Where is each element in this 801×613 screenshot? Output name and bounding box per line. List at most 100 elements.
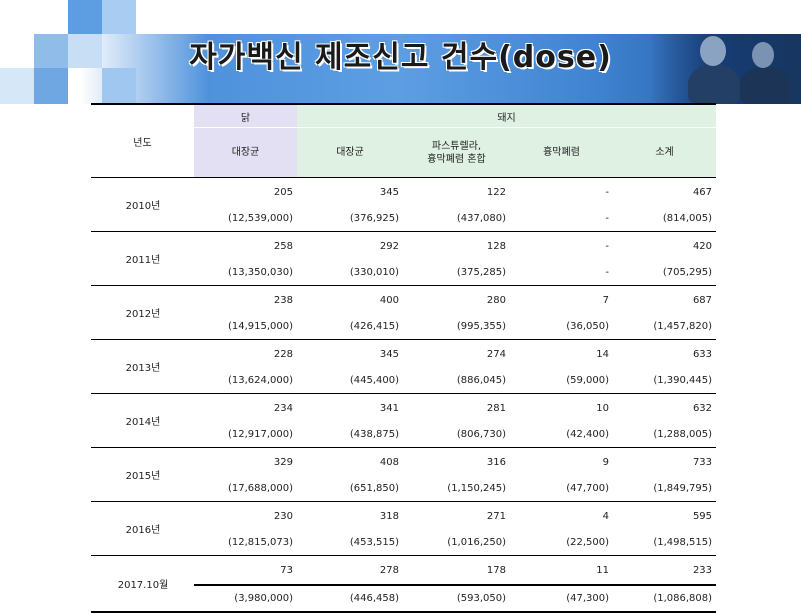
table-row: 2013년 228 345 274 14 633: [91, 339, 716, 394]
count-cell: 281: [486, 402, 506, 414]
table-row: (12,539,000) (376,925) (437,080) - (814,005): [91, 206, 717, 232]
dose-cell: (47,300): [510, 585, 613, 613]
table-row: 2010년 205 345 122-467: [91, 177, 716, 232]
pig-group-header: 돼지: [297, 105, 717, 128]
table-row: (12,815,073) (453,515) (1,016,250) (22,500)…: [91, 530, 717, 556]
count-cell: 345: [379, 186, 399, 198]
count-cell: 733: [692, 456, 713, 468]
dose-cell: (1,457,820): [613, 314, 717, 340]
table-row: 2016년 230 318 271 4 595: [91, 501, 716, 556]
count-cell: 274: [486, 348, 506, 360]
count-cell: 345: [379, 348, 399, 360]
dose-cell: (426,415): [297, 314, 403, 340]
year-cell: 2016년: [91, 501, 194, 556]
table-row: 2014년 234 341 281 10 632: [91, 393, 716, 448]
count-cell: 271: [486, 510, 506, 522]
year-cell: 2014년: [91, 393, 194, 448]
count-cell: 4: [602, 510, 609, 522]
decor-square: [102, 0, 136, 34]
year-cell: 2010년: [91, 177, 194, 232]
table-row: (13,624,000) (445,400) (886,045) (59,000) (1…: [91, 368, 717, 394]
year-cell: 2011년: [91, 231, 194, 286]
table-row: 2012년 238 400 280 7 687: [91, 285, 716, 340]
decor-square: [68, 34, 102, 68]
dose-cell: (1,849,795): [613, 476, 717, 502]
count-cell: 341: [379, 402, 399, 414]
count-cell: 258: [273, 240, 293, 252]
count-cell: 400: [379, 294, 399, 306]
year-cell: 2013년: [91, 339, 194, 394]
dose-cell: (446,458): [297, 585, 403, 613]
count-cell: 467: [692, 186, 713, 198]
count-cell: 420: [692, 240, 713, 252]
count-cell: 278: [297, 555, 403, 586]
dose-cell: (1,288,005): [613, 422, 717, 448]
count-cell: -: [605, 240, 609, 252]
dose-cell: (14,915,000): [194, 314, 297, 340]
year-cell: 2017.10월: [91, 555, 194, 613]
dose-cell: (593,050): [403, 585, 510, 613]
person-silhouette: [688, 64, 740, 104]
count-cell: 292: [379, 240, 399, 252]
chicken-group-header: 닭: [194, 105, 297, 128]
count-cell: 205: [273, 186, 293, 198]
count-cell: 329: [273, 456, 293, 468]
sub-header-line: 파스튜렐라,: [431, 140, 482, 152]
count-cell: 595: [692, 510, 713, 522]
table-row: (14,915,000) (426,415) (995,355) (36,050) (1…: [91, 314, 717, 340]
count-cell: 73: [194, 555, 297, 586]
table-row: (13,350,030) (330,010) (375,285) - (705,295): [91, 260, 717, 286]
count-cell: 11: [510, 555, 613, 586]
table-row: 2011년 258 292 128 - 420: [91, 231, 716, 286]
count-cell: 10: [596, 402, 609, 414]
dose-cell: (12,815,073): [194, 530, 297, 556]
count-cell: 7: [602, 294, 609, 306]
header-banner: 자가백신 제조신고 건수(dose): [0, 0, 801, 104]
dose-cell: (651,850): [297, 476, 403, 502]
dose-cell: (814,005): [613, 206, 717, 232]
decor-square: [102, 68, 136, 104]
sub-header-line: 흉막폐렴 혼합: [427, 153, 486, 165]
dose-cell: (453,515): [297, 530, 403, 556]
sub-header-pig-ecoli: 대장균: [297, 127, 403, 178]
decor-square: [0, 68, 34, 104]
count-cell: 408: [379, 456, 399, 468]
year-header: 년도: [91, 105, 194, 178]
table-row: (17,688,000) (651,850) (1,150,245) (47,700)…: [91, 476, 717, 502]
table-row: (12,917,000) (438,875) (806,730) (42,400) (1…: [91, 422, 717, 448]
dose-cell: (330,010): [297, 260, 403, 286]
count-cell: 178: [403, 555, 510, 586]
count-cell: 128: [486, 240, 506, 252]
count-cell: 687: [692, 294, 713, 306]
dose-cell: (12,917,000): [194, 422, 297, 448]
dose-cell: (17,688,000): [194, 476, 297, 502]
vaccine-stats-table: 년도 닭 돼지 대장균 대장균 파스튜렐라, 흉막폐렴 혼합 흉막폐렴 소계 20…: [91, 105, 717, 613]
dose-cell: (12,539,000): [194, 206, 297, 232]
count-cell: 233: [613, 555, 717, 586]
dose-cell: (1,016,250): [403, 530, 510, 556]
dose-cell: (13,624,000): [194, 368, 297, 394]
table-top-rule: [91, 103, 716, 105]
dose-cell: (1,086,808): [613, 585, 717, 613]
dose-cell: (437,080): [403, 206, 510, 232]
sub-header-subtotal: 소계: [613, 127, 717, 178]
year-cell: 2015년: [91, 447, 194, 502]
count-cell: 14: [596, 348, 609, 360]
dose-cell: (886,045): [403, 368, 510, 394]
dose-cell: (445,400): [297, 368, 403, 394]
count-cell: 230: [273, 510, 293, 522]
dose-cell: (42,400): [510, 422, 613, 448]
count-cell: 633: [692, 348, 713, 360]
table-row: 2015년 329 408 316 9 733: [91, 447, 716, 502]
dose-cell: (438,875): [297, 422, 403, 448]
dose-cell: (59,000): [510, 368, 613, 394]
dose-cell: (1,498,515): [613, 530, 717, 556]
sub-header-pleuropneumonia: 흉막폐렴: [510, 127, 613, 178]
dose-cell: (1,150,245): [403, 476, 510, 502]
decor-square: [68, 0, 102, 34]
count-cell: 228: [273, 348, 293, 360]
decor-square: [34, 34, 68, 68]
dose-cell: (1,390,445): [613, 368, 717, 394]
dose-cell: (705,295): [613, 260, 717, 286]
dose-cell: (995,355): [403, 314, 510, 340]
